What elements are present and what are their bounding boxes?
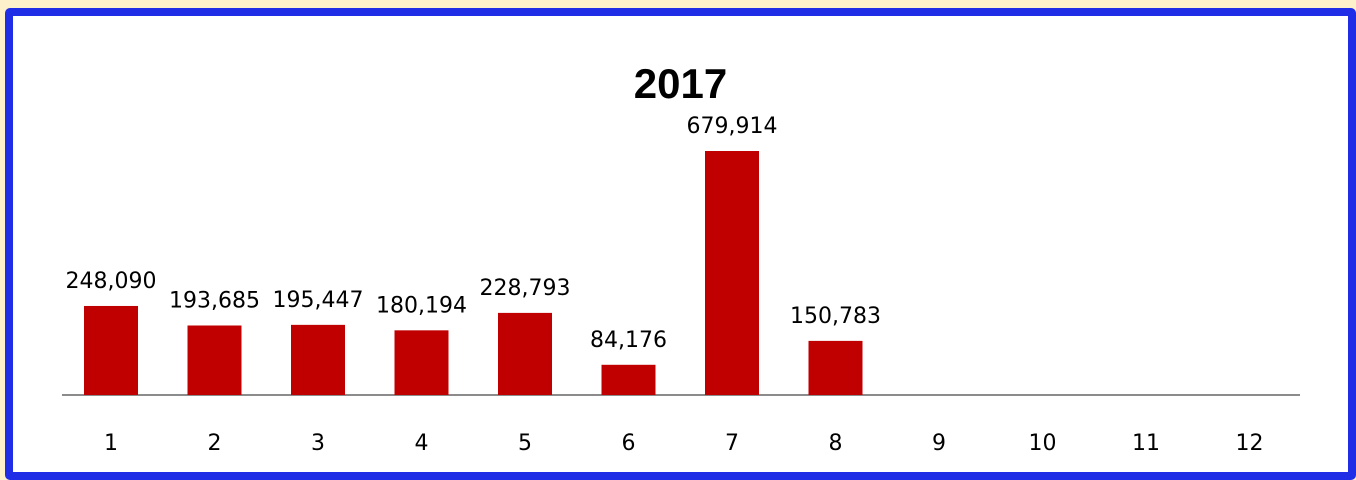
data-label: 193,685 (169, 288, 260, 313)
x-tick-label: 7 (725, 431, 739, 456)
x-tick-label: 11 (1132, 431, 1160, 456)
bar (187, 325, 242, 395)
bar (808, 340, 863, 395)
data-label: 248,090 (66, 269, 157, 294)
data-label: 228,793 (480, 276, 571, 301)
x-tick-label: 9 (932, 431, 946, 456)
data-label: 84,176 (590, 328, 667, 353)
data-label: 180,194 (376, 293, 467, 318)
data-label: 679,914 (687, 114, 778, 139)
x-tick-label: 4 (415, 431, 429, 456)
x-tick-label: 8 (829, 431, 843, 456)
data-label: 195,447 (273, 288, 364, 313)
x-tick-label: 2 (208, 431, 222, 456)
x-tick-label: 12 (1236, 431, 1264, 456)
chart-frame: 2017 248,090 1 193,685 2 195,447 3 180,194 4 228… (5, 8, 1356, 480)
bar (84, 305, 138, 395)
x-tick-label: 10 (1029, 431, 1057, 456)
x-tick-label: 6 (622, 431, 636, 456)
bar (601, 364, 656, 395)
bar (705, 151, 759, 395)
x-tick-label: 1 (104, 431, 118, 456)
bar (498, 312, 552, 395)
bar-chart: 248,090 1 193,685 2 195,447 3 180,194 4 228,793 5… (62, 114, 1300, 456)
x-tick-label: 5 (518, 431, 532, 456)
bar (394, 330, 449, 395)
bar (291, 324, 345, 395)
x-tick-label: 3 (311, 431, 325, 456)
data-label: 150,783 (790, 304, 881, 329)
chart-title: 2017 (633, 60, 728, 107)
